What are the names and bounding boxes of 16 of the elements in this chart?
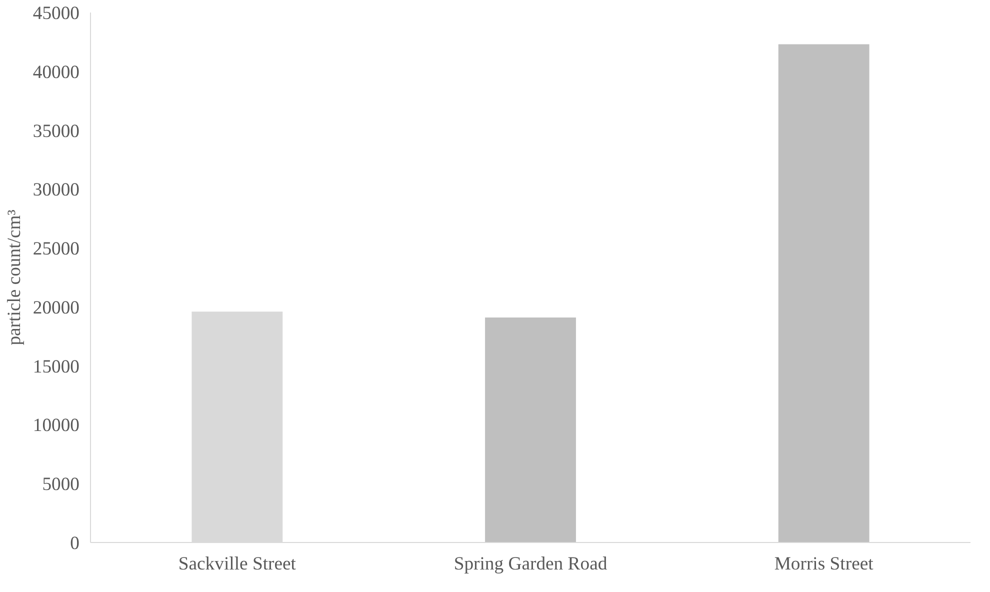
y-tick-label: 15000 bbox=[32, 356, 80, 378]
x-tick-label: Spring Garden Road bbox=[454, 554, 608, 574]
bar bbox=[485, 318, 576, 542]
y-tick-label: 35000 bbox=[32, 120, 80, 142]
y-tick-label: 25000 bbox=[32, 238, 80, 260]
y-tick-label: 40000 bbox=[32, 62, 80, 83]
y-axis-title: particle count/cm³ bbox=[4, 209, 25, 346]
y-tick-label: 20000 bbox=[32, 297, 80, 318]
y-tick-label: 10000 bbox=[32, 415, 80, 436]
x-tick-label: Sackville Street bbox=[178, 554, 297, 574]
y-tick-label: 30000 bbox=[32, 180, 80, 201]
bar bbox=[778, 44, 870, 542]
y-tick-label: 5000 bbox=[42, 474, 80, 496]
y-tick-label: 45000 bbox=[32, 3, 80, 24]
y-tick-label: 0 bbox=[70, 533, 80, 554]
x-tick-label: Morris Street bbox=[774, 554, 874, 574]
